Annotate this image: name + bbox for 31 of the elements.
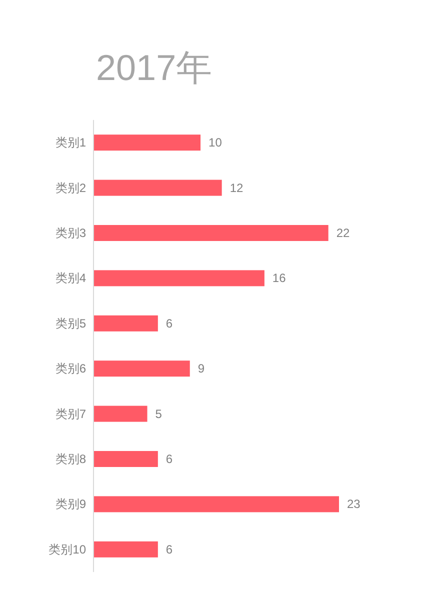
y-tick-label: 类别2: [55, 180, 86, 195]
data-label: 10: [208, 136, 222, 150]
bar: [94, 180, 222, 196]
data-label: 16: [272, 271, 286, 286]
y-tick-label: 类别4: [55, 271, 86, 286]
y-tick-label: 类别9: [55, 497, 86, 512]
y-tick-label: 类别6: [55, 362, 86, 376]
data-label: 22: [336, 226, 350, 240]
bar: [94, 406, 148, 422]
y-tick-label: 类别5: [55, 316, 86, 330]
bar: [94, 270, 264, 286]
bar: [94, 451, 158, 467]
bar: [94, 134, 201, 151]
data-label: 12: [230, 180, 244, 195]
data-label: 6: [166, 452, 173, 466]
chart-title: 2017年: [96, 47, 212, 88]
y-tick-label: 类别10: [48, 542, 86, 556]
y-tick-label: 类别3: [55, 226, 86, 240]
y-tick-label: 类别7: [55, 406, 86, 421]
data-label: 5: [155, 406, 162, 421]
bar: [94, 315, 158, 332]
y-tick-label: 类别8: [55, 452, 86, 466]
bar: [94, 496, 339, 512]
bar: [94, 360, 190, 377]
y-tick-label: 类别1: [55, 136, 86, 150]
data-label: 6: [166, 542, 173, 556]
data-label: 6: [166, 316, 173, 330]
data-label: 9: [198, 362, 205, 376]
bar: [94, 541, 158, 558]
data-label: 23: [347, 497, 361, 512]
bar: [94, 225, 328, 241]
